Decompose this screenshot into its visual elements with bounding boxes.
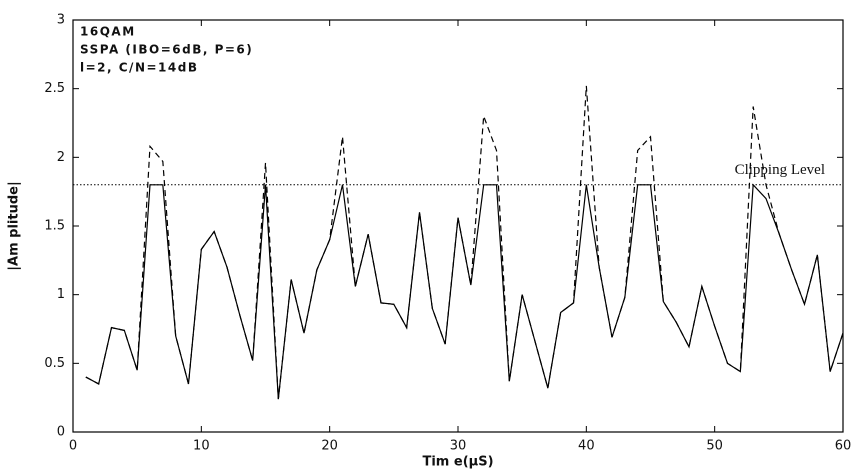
y-tick-label: 0 [57,425,65,440]
x-tick-label: 10 [193,439,210,454]
y-tick-label: 0.5 [44,356,65,371]
plot-frame [72,19,844,433]
x-tick-label: 30 [450,439,467,454]
x-axis-label: Tim e(μS) [422,455,493,470]
x-tick-label: 0 [69,439,77,454]
y-axis-label: |Am plitude| [7,181,22,270]
x-tick-label: 40 [578,439,595,454]
y-tick-label: 1.5 [44,219,65,234]
annotation: SSPA (IBO=6dB, P=6) [80,43,253,57]
series-line [85,183,844,400]
y-tick-label: 2.5 [44,81,65,96]
series-line [85,85,844,400]
y-tick-label: 1 [57,287,65,302]
clip-level-label: Clipping Level [735,162,825,178]
y-tick-label: 2 [57,150,65,165]
annotation: l=2, C/N=14dB [80,61,198,75]
x-tick-label: 50 [706,439,723,454]
y-tick-label: 3 [57,13,65,28]
annotation: 16QAM [80,25,136,39]
x-tick-label: 20 [321,439,338,454]
x-tick-label: 60 [835,439,852,454]
